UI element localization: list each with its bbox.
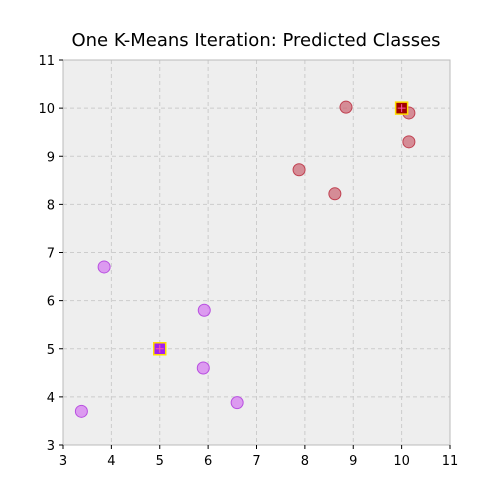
y-tick-label: 6 — [47, 295, 55, 310]
data-point-class-0 — [197, 303, 211, 317]
data-point-class-1 — [328, 187, 342, 201]
y-tick-label: 7 — [47, 247, 55, 262]
x-tick-label: 7 — [252, 454, 260, 469]
x-tick-label: 3 — [59, 454, 67, 469]
y-tick-label: 9 — [47, 150, 55, 165]
data-point-class-0 — [97, 260, 111, 274]
y-tick-label: 3 — [47, 439, 55, 454]
y-tick-label: 11 — [38, 54, 55, 69]
data-point-class-0 — [230, 396, 244, 410]
x-tick-label: 8 — [301, 454, 309, 469]
x-tick-label: 10 — [393, 454, 410, 469]
y-tick-label: 10 — [38, 102, 55, 117]
x-tick-label: 11 — [442, 454, 459, 469]
x-tick-label: 5 — [156, 454, 164, 469]
x-tick-label: 4 — [107, 454, 115, 469]
data-point-class-1 — [402, 135, 416, 149]
x-tick-label: 6 — [204, 454, 212, 469]
y-tick-label: 8 — [47, 198, 55, 213]
data-point-class-0 — [196, 361, 210, 375]
data-point-class-1 — [292, 163, 306, 177]
x-tick-label: 9 — [349, 454, 357, 469]
y-tick-label: 5 — [47, 343, 55, 358]
data-point-class-1 — [339, 100, 353, 114]
data-point-class-0 — [74, 404, 88, 418]
y-tick-label: 4 — [47, 391, 55, 406]
chart-title: One K-Means Iteration: Predicted Classes — [71, 30, 440, 51]
